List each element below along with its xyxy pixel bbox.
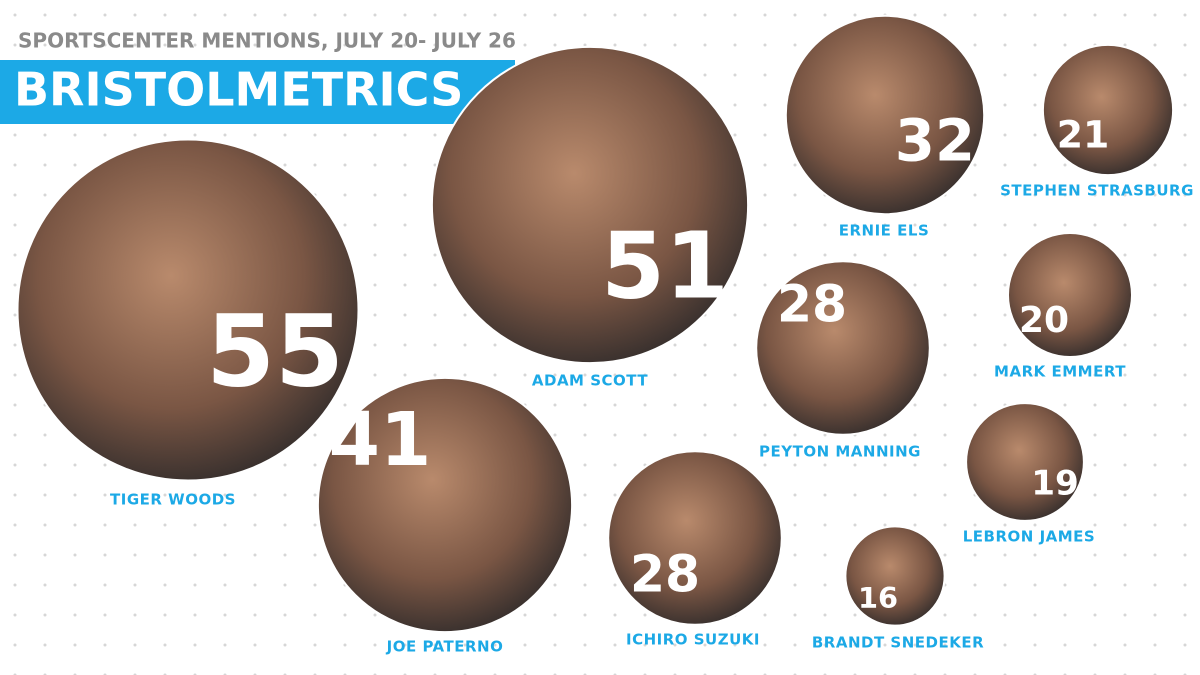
name-label: PEYTON MANNING bbox=[759, 443, 921, 461]
title: BRISTOLMETRICS bbox=[14, 63, 463, 117]
title-banner bbox=[0, 60, 515, 124]
name-label: MARK EMMERT bbox=[994, 363, 1126, 381]
value-label: 55 bbox=[206, 294, 344, 409]
bubble bbox=[965, 402, 1085, 522]
bubble bbox=[1007, 232, 1133, 358]
name-label: STEPHEN STRASBURG bbox=[1000, 182, 1194, 200]
name-label: TIGER WOODS bbox=[110, 491, 236, 509]
name-label: ADAM SCOTT bbox=[532, 372, 648, 390]
name-label: LEBRON JAMES bbox=[963, 528, 1095, 546]
value-label: 20 bbox=[1019, 300, 1069, 341]
bubble bbox=[1041, 43, 1175, 177]
subtitle: SPORTSCENTER MENTIONS, JULY 20- JULY 26 bbox=[18, 29, 516, 53]
value-label: 28 bbox=[630, 545, 700, 604]
value-label: 32 bbox=[895, 108, 975, 175]
name-label: JOE PATERNO bbox=[386, 638, 504, 656]
value-label: 41 bbox=[329, 397, 432, 483]
bubble bbox=[607, 450, 783, 626]
value-label: 51 bbox=[601, 212, 729, 319]
name-label: ERNIE ELS bbox=[839, 222, 930, 240]
value-label: 19 bbox=[1031, 464, 1079, 504]
name-label: BRANDT SNEDEKER bbox=[812, 634, 984, 652]
bubble bbox=[16, 138, 360, 482]
bubble bbox=[844, 525, 946, 627]
value-label: 28 bbox=[777, 275, 847, 334]
bubble bbox=[316, 376, 574, 634]
value-label: 16 bbox=[858, 581, 898, 615]
value-label: 21 bbox=[1057, 113, 1110, 157]
bubble bbox=[784, 14, 986, 216]
bubbles: 55 TIGER WOODS 51 ADAM SCOTT 41 JOE PATERNO 32… bbox=[16, 14, 1194, 656]
bubble bbox=[755, 260, 931, 436]
bubble bbox=[430, 45, 750, 365]
name-label: ICHIRO SUZUKI bbox=[626, 631, 760, 649]
